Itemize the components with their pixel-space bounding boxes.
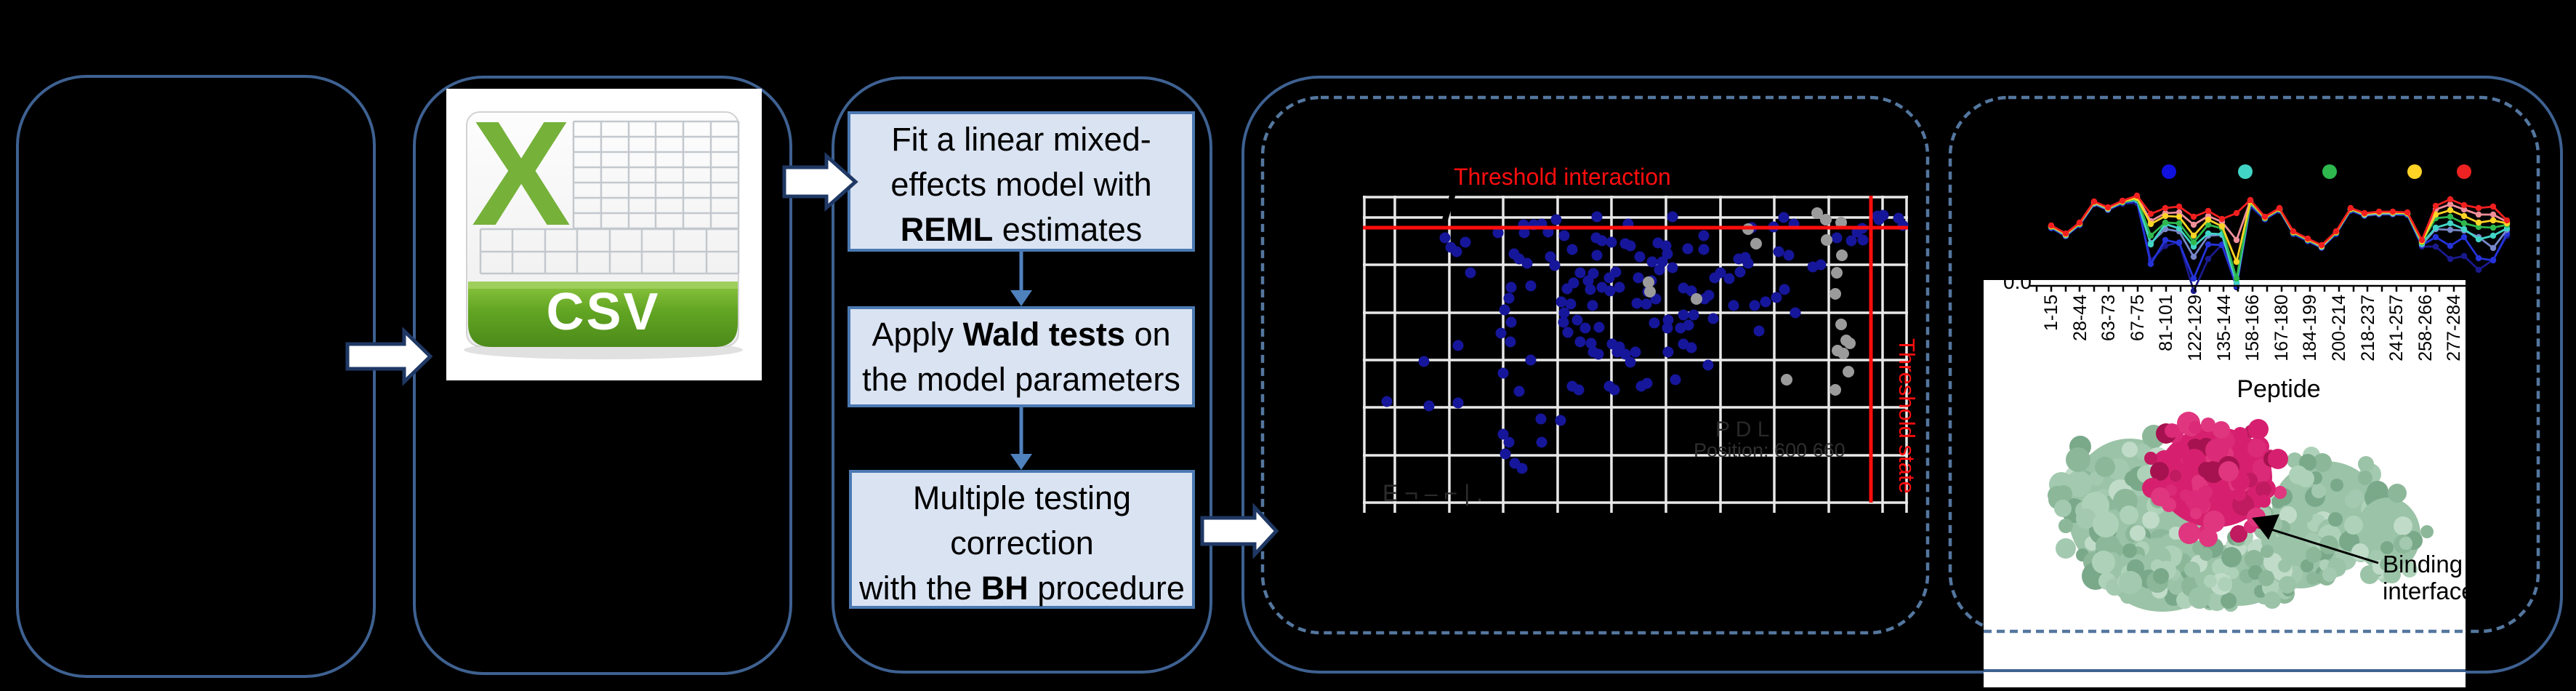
svg-text:CSV: CSV — [546, 283, 660, 341]
svg-text:218-237: 218-237 — [2358, 295, 2378, 362]
svg-text:Apply Wald tests on: Apply Wald tests on — [872, 316, 1170, 353]
svg-text:interface: interface — [2383, 578, 2475, 604]
svg-text:with the BH procedure: with the BH procedure — [858, 570, 1185, 607]
svg-text:63-73: 63-73 — [2098, 295, 2119, 341]
svg-text:correction: correction — [950, 524, 1094, 562]
svg-text:P D L: P D L — [1715, 418, 1770, 442]
svg-text:E ¬ ‒ ⌐ | .: E ¬ ‒ ⌐ | . — [1382, 480, 1483, 506]
svg-text:122-129: 122-129 — [2185, 295, 2205, 362]
svg-text:184-199: 184-199 — [2300, 295, 2320, 362]
svg-text:200-214: 200-214 — [2329, 295, 2349, 362]
svg-text:Threshold state: Threshold state — [1894, 338, 1920, 494]
svg-text:Position: 600 660: Position: 600 660 — [1694, 439, 1846, 461]
svg-text:81-101: 81-101 — [2156, 295, 2176, 351]
svg-text:258-266: 258-266 — [2415, 295, 2436, 362]
svg-text:241-257: 241-257 — [2386, 295, 2407, 362]
svg-text:the model parameters: the model parameters — [862, 361, 1180, 398]
svg-text:Threshold interaction: Threshold interaction — [1454, 164, 1671, 190]
svg-text:Peptide: Peptide — [2237, 375, 2320, 403]
svg-text:REML estimates: REML estimates — [901, 211, 1143, 248]
svg-text:28-44: 28-44 — [2070, 295, 2090, 341]
svg-text:X: X — [472, 90, 571, 257]
svg-text:135-144: 135-144 — [2214, 295, 2234, 362]
svg-text:Binding: Binding — [2383, 551, 2463, 578]
svg-text:1-15: 1-15 — [2041, 295, 2061, 331]
svg-text:Fit a linear mixed-: Fit a linear mixed- — [891, 121, 1151, 158]
svg-text:67-75: 67-75 — [2128, 295, 2148, 341]
svg-text:158-166: 158-166 — [2242, 295, 2263, 362]
svg-text:0.0: 0.0 — [2003, 271, 2032, 293]
svg-text:effects model with: effects model with — [890, 166, 1151, 203]
svg-text:Multiple testing: Multiple testing — [913, 479, 1131, 516]
svg-text:167-180: 167-180 — [2271, 295, 2292, 362]
svg-text:277-284: 277-284 — [2444, 295, 2464, 362]
